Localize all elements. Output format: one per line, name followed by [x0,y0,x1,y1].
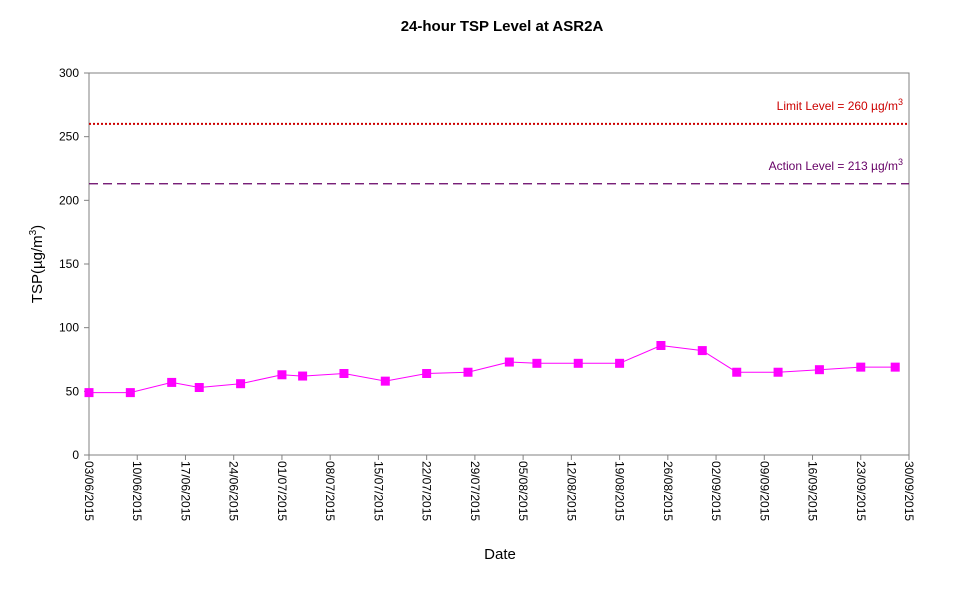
data-point [277,370,287,380]
x-axis: 03/06/2015 10/06/2015 17/06/2015 24/06/2015… [82,455,916,521]
x-tick-label: 23/09/2015 [854,461,868,521]
y-axis: 0 50 100 150 200 250 300 [59,66,89,462]
x-tick-label: 29/07/2015 [468,461,482,521]
x-tick-label: 01/07/2015 [275,461,289,521]
data-point [380,376,390,386]
data-point [339,369,349,379]
data-point [504,357,514,367]
x-tick-label: 10/06/2015 [130,461,144,521]
y-tick-label: 100 [59,321,79,335]
x-axis-label: Date [484,546,516,563]
data-point [890,362,900,372]
x-tick-label: 09/09/2015 [757,461,771,521]
y-axis-label-text: TSP(µg/m [29,235,46,303]
x-tick-label: 26/08/2015 [661,461,675,521]
reference-line-label: Action Level = 213 µg/m3 [769,157,903,173]
data-point [422,369,432,379]
reference-line-label-sup: 3 [898,97,903,107]
data-point [856,362,866,372]
x-tick-label: 16/09/2015 [806,461,820,521]
y-tick-label: 0 [72,448,79,462]
tsp-series [84,340,900,398]
x-tick-label: 19/08/2015 [613,461,627,521]
reference-line-label-text: Action Level = 213 µg/m [769,159,898,173]
data-point [573,358,583,368]
x-tick-label: 17/06/2015 [178,461,192,521]
y-tick-label: 300 [59,66,79,80]
data-point [298,371,308,381]
data-point [773,367,783,377]
data-point [236,379,246,389]
reference-line-label: Limit Level = 260 µg/m3 [777,97,903,113]
data-point [125,388,135,398]
chart-title: 24-hour TSP Level at ASR2A [401,18,604,35]
x-tick-label: 24/06/2015 [227,461,241,521]
x-tick-label: 22/07/2015 [420,461,434,521]
y-axis-label-sup: 3 [28,229,39,235]
x-tick-label: 02/09/2015 [709,461,723,521]
x-tick-label: 03/06/2015 [82,461,96,521]
data-point [814,365,824,375]
data-point [463,367,473,377]
data-point [656,340,666,350]
data-point [84,388,94,398]
data-point [194,383,204,393]
y-axis-label-close: ) [29,225,46,230]
data-point [697,346,707,356]
y-tick-label: 50 [66,384,80,398]
series-line [89,344,896,394]
reference-line-label-text: Limit Level = 260 µg/m [777,99,898,113]
data-point [532,358,542,368]
x-tick-label: 15/07/2015 [371,461,385,521]
data-point [732,367,742,377]
x-tick-label: 12/08/2015 [564,461,578,521]
plot-area [88,72,910,456]
x-tick-label: 08/07/2015 [323,461,337,521]
y-tick-label: 250 [59,130,79,144]
y-tick-label: 200 [59,193,79,207]
reference-line-label-sup: 3 [898,157,903,167]
data-point [167,377,177,387]
x-tick-label: 30/09/2015 [902,461,916,521]
y-axis-label: TSP(µg/m3) [28,225,46,303]
x-tick-label: 05/08/2015 [516,461,530,521]
data-point [615,358,625,368]
y-tick-label: 150 [59,257,79,271]
